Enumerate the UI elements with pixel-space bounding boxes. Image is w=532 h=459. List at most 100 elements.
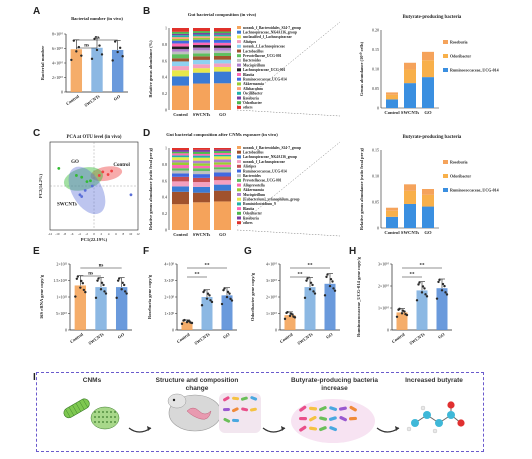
legend-swatch xyxy=(443,160,448,164)
stack-segment xyxy=(193,42,210,46)
stack-segment xyxy=(193,160,210,164)
pca-point xyxy=(78,193,82,197)
data-point xyxy=(102,283,105,287)
data-point xyxy=(424,293,427,296)
legend-swatch xyxy=(237,193,241,196)
connector-line xyxy=(236,141,340,227)
legend-swatch xyxy=(237,211,241,215)
nanotube-icon xyxy=(63,398,90,419)
x-tick-label: Control xyxy=(173,112,188,117)
stack-segment xyxy=(214,172,231,177)
stack-segment xyxy=(214,190,231,202)
panel-a-chart: Bacterial number (in vivo) 0 2×10¹⁰ 4×10¹⁰ 6… xyxy=(40,16,128,108)
stack-segment xyxy=(193,157,210,161)
panel-label-a: A xyxy=(33,6,41,17)
pca-point xyxy=(80,175,84,179)
data-point xyxy=(225,295,229,299)
panel-d2-chart: Butyrate-producing bacteria 0 0.05 0.10 0.15… xyxy=(359,135,499,235)
data-point xyxy=(97,277,100,280)
bar-control xyxy=(181,321,193,330)
data-point xyxy=(96,279,99,282)
stack-segment xyxy=(404,83,416,108)
stack-segment xyxy=(193,50,210,54)
stack-segment xyxy=(193,171,210,175)
bacterium-icon xyxy=(339,416,347,422)
data-point xyxy=(303,296,307,300)
sig-label: ** xyxy=(410,273,416,278)
x-tick-label: Control xyxy=(173,232,188,237)
stack-segment xyxy=(214,59,231,64)
legend-label: Lachnospiraceae_NK4A136_group xyxy=(243,31,297,35)
bacterium-icon xyxy=(319,416,328,421)
x-tick-label: GO xyxy=(222,331,231,339)
data-point xyxy=(74,295,77,298)
data-point xyxy=(438,278,441,282)
data-point xyxy=(229,297,232,301)
sig-label: ns xyxy=(84,44,89,49)
bacterium-icon xyxy=(349,405,357,412)
data-point xyxy=(117,277,121,280)
stack-segment xyxy=(386,216,398,228)
stack-segment xyxy=(172,168,189,171)
bar-swcnts xyxy=(416,290,428,330)
stack-segment xyxy=(214,180,231,185)
graphene-oxide-icon xyxy=(90,406,120,430)
legend-swatch xyxy=(237,73,241,76)
sig-label: ns xyxy=(95,36,100,41)
stack-segment xyxy=(214,154,231,157)
stack-segment xyxy=(214,63,231,67)
legend-swatch xyxy=(443,174,448,178)
data-point xyxy=(103,290,106,293)
graphene-dot xyxy=(94,411,96,413)
step-increased-butyrate: Increased butyrate xyxy=(405,377,463,384)
legend-swatch xyxy=(443,54,448,58)
stack-segment xyxy=(386,99,398,108)
graphene-dot xyxy=(94,416,96,418)
legend-swatch xyxy=(237,221,241,225)
stack-segment xyxy=(172,85,189,110)
x-tick-label: -8 xyxy=(63,232,66,236)
graphene-dot xyxy=(98,421,100,423)
swcnts-ellipse xyxy=(68,166,106,215)
stack-segment xyxy=(172,31,189,34)
data-point xyxy=(72,39,76,42)
y-axis-label: Ruminococcaceae_UCG-014 gene copy/g xyxy=(356,256,361,337)
stack-segment xyxy=(193,34,210,37)
data-point xyxy=(208,294,211,297)
y-tick-label: 4×10¹⁰ xyxy=(52,61,63,66)
chart-title: Bacterial number (in vivo) xyxy=(71,16,123,21)
y-tick-label: 1×10¹¹ xyxy=(56,295,67,300)
chart-title: Butyrate-producing bacteria xyxy=(403,15,462,20)
y-tick-label: 2×10¹⁰ xyxy=(266,295,277,300)
stack-segment xyxy=(193,56,210,60)
chart-title: PCA at OTU level (in vivo) xyxy=(66,135,121,140)
data-point xyxy=(82,288,86,292)
x-tick-label: SWCNTs xyxy=(87,332,104,346)
pca-point xyxy=(80,195,84,198)
legend-swatch xyxy=(237,178,241,182)
stack-segment xyxy=(404,69,416,84)
legend-label: Alloprevotella xyxy=(243,183,265,187)
panel-b2-chart: Butyrate-producing bacteria 0 0.05 0.10 0.15… xyxy=(359,15,499,115)
stack-segment xyxy=(214,151,231,153)
graphene-dot xyxy=(110,421,112,423)
stack-segment xyxy=(172,157,189,161)
stack-segment xyxy=(214,201,231,230)
stack-segment xyxy=(172,37,189,39)
stack-segment xyxy=(214,42,231,46)
pca-point xyxy=(83,189,87,192)
y-tick-label: 1.5×10¹¹ xyxy=(53,278,67,283)
data-point xyxy=(98,44,101,47)
stack-segment xyxy=(172,165,189,169)
legend-swatch xyxy=(443,40,448,44)
data-point xyxy=(90,57,94,61)
y-tick-label: 1×10¹⁰ xyxy=(266,311,277,316)
control-ellipse xyxy=(90,166,123,182)
x-tick-label: 12 xyxy=(136,232,140,236)
stack-segment xyxy=(386,92,398,95)
legend-swatch xyxy=(237,183,241,187)
step-butyrate-bacteria: Butyrate-producing bacteria increase xyxy=(290,377,379,392)
panel-label-f: F xyxy=(143,246,150,257)
data-point xyxy=(99,288,103,291)
legend-label: others xyxy=(243,221,253,225)
